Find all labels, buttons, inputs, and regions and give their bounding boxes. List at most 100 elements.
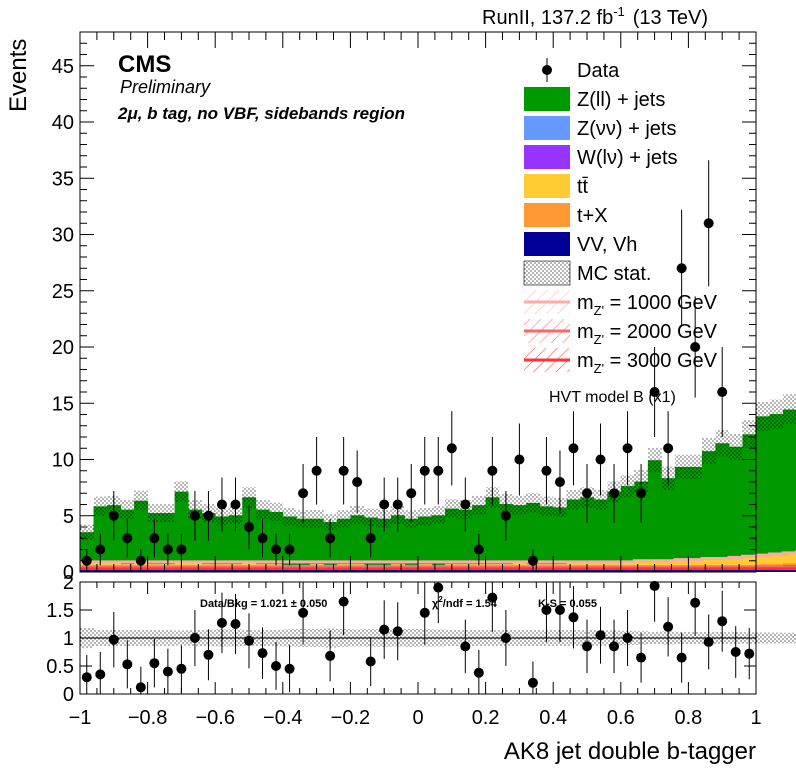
stack-bar — [458, 509, 473, 572]
ratio-point — [149, 638, 160, 688]
ratio-point — [582, 619, 592, 674]
stack-bar — [120, 569, 135, 572]
stack-bar — [228, 569, 243, 572]
ratio-stats-label: Data/Bkg = 1.021 ± 0.050 — [200, 598, 327, 610]
mc-stat-bin — [620, 475, 635, 497]
ratio-point — [744, 628, 755, 680]
ratio-points — [81, 580, 755, 694]
legend-label: VV, Vh — [577, 234, 637, 256]
legend-label: tt̄ — [577, 176, 589, 198]
stack-bar — [336, 518, 351, 572]
x-tick-label: −1 — [69, 707, 92, 729]
mc-stat-bin — [742, 420, 756, 449]
stack-bar — [634, 568, 649, 573]
data-point — [649, 347, 660, 437]
stack-bar — [553, 569, 568, 572]
mc-stat-bin — [431, 506, 446, 525]
stack-bar — [539, 569, 554, 572]
mc-stat-bin — [728, 433, 743, 460]
stack-bar — [296, 569, 311, 572]
data-point — [338, 437, 349, 505]
stack-bar — [485, 497, 500, 572]
legend-entry: mZ' = 3000 GeV — [524, 348, 718, 376]
mc-stat-bin — [282, 507, 297, 526]
mc-stat-bin — [255, 500, 270, 519]
ratio-point — [122, 640, 133, 689]
lumi-label: RunII, 137.2 fb-1 (13 TeV) — [482, 4, 708, 29]
x-axis-title: AK8 jet double b-tagger — [504, 738, 756, 765]
x-tick-label: 0.4 — [539, 707, 567, 729]
stack-bar — [255, 569, 270, 572]
stack-bar — [390, 515, 405, 572]
ratio-point — [298, 582, 309, 645]
x-tick-label: −0.6 — [195, 707, 234, 729]
data-point — [663, 411, 674, 486]
data-point — [419, 437, 430, 505]
data-point — [392, 477, 403, 532]
stack-bar — [363, 569, 378, 572]
stack-bar — [134, 500, 148, 572]
data-point — [149, 519, 160, 558]
ratio-point — [487, 582, 498, 632]
stack-bar — [336, 569, 351, 572]
legend-entry: MC stat. — [523, 260, 651, 286]
stack-bar — [445, 508, 459, 572]
legend-entry: t+X — [524, 203, 608, 227]
stack-bar — [593, 499, 608, 572]
stack-bar — [593, 569, 608, 572]
legend-label: mZ' = 3000 GeV — [577, 350, 718, 376]
data-point — [717, 347, 728, 437]
x-tick-label: 0.2 — [472, 707, 500, 729]
stack-bar — [715, 443, 730, 572]
data-point — [365, 519, 376, 558]
ratio-point — [338, 582, 349, 636]
mc-stat-bin — [566, 489, 581, 510]
y-tick-label: 5 — [63, 506, 74, 528]
data-point — [568, 411, 579, 486]
mc-stat-bin — [512, 495, 527, 515]
stack-bar — [688, 466, 703, 572]
stack-bar — [188, 509, 203, 572]
y-tick-label: 15 — [52, 393, 74, 415]
data-point — [379, 477, 390, 532]
mc-stat-bin — [120, 500, 135, 519]
mc-stat-bin — [593, 489, 608, 510]
data-point — [257, 519, 268, 558]
y-tick-label: 30 — [52, 225, 74, 247]
ratio-point — [108, 611, 119, 668]
x-tick-label: 0.8 — [674, 707, 702, 729]
data-point — [446, 411, 457, 486]
data-point — [311, 437, 322, 505]
ratio-band-bin — [756, 632, 770, 644]
stack-bar — [674, 466, 689, 572]
data-point — [203, 491, 214, 541]
data-point — [487, 437, 498, 505]
stack-bar — [390, 569, 405, 572]
x-axis-ticks: −1 −0.8 −0.6 −0.4 −0.2 0 0.2 0.4 0.6 0.8 1 — [69, 582, 762, 729]
legend-label: Z(νν) + jets — [577, 118, 676, 140]
mc-stat-bin — [647, 447, 662, 473]
legend-label: Data — [577, 60, 620, 82]
stack-bar — [661, 478, 676, 572]
ratio-y-tick-label: 0.5 — [46, 656, 74, 678]
stack-bar — [742, 434, 757, 572]
ratio-point — [460, 619, 471, 674]
y-tick-label: 35 — [52, 168, 74, 190]
stack-bar — [215, 516, 230, 572]
mc-stat-bin — [445, 499, 459, 518]
data-point — [433, 437, 444, 505]
data-point — [500, 491, 511, 541]
data-point — [352, 450, 363, 514]
ratio-point — [433, 582, 444, 624]
stack-bar — [512, 505, 527, 572]
cms-label: CMS — [118, 51, 171, 78]
x-tick-label: 1 — [750, 707, 761, 729]
ks-label: K-S = 0.055 — [538, 598, 597, 610]
mc-stat-bin — [174, 481, 189, 503]
ratio-y-tick-label: 1 — [63, 628, 74, 650]
stack-bar — [201, 513, 216, 572]
stack-bar — [418, 569, 432, 572]
y-tick-label: 0 — [63, 562, 74, 584]
stack-bar — [418, 516, 432, 572]
stack-bar — [282, 569, 297, 572]
